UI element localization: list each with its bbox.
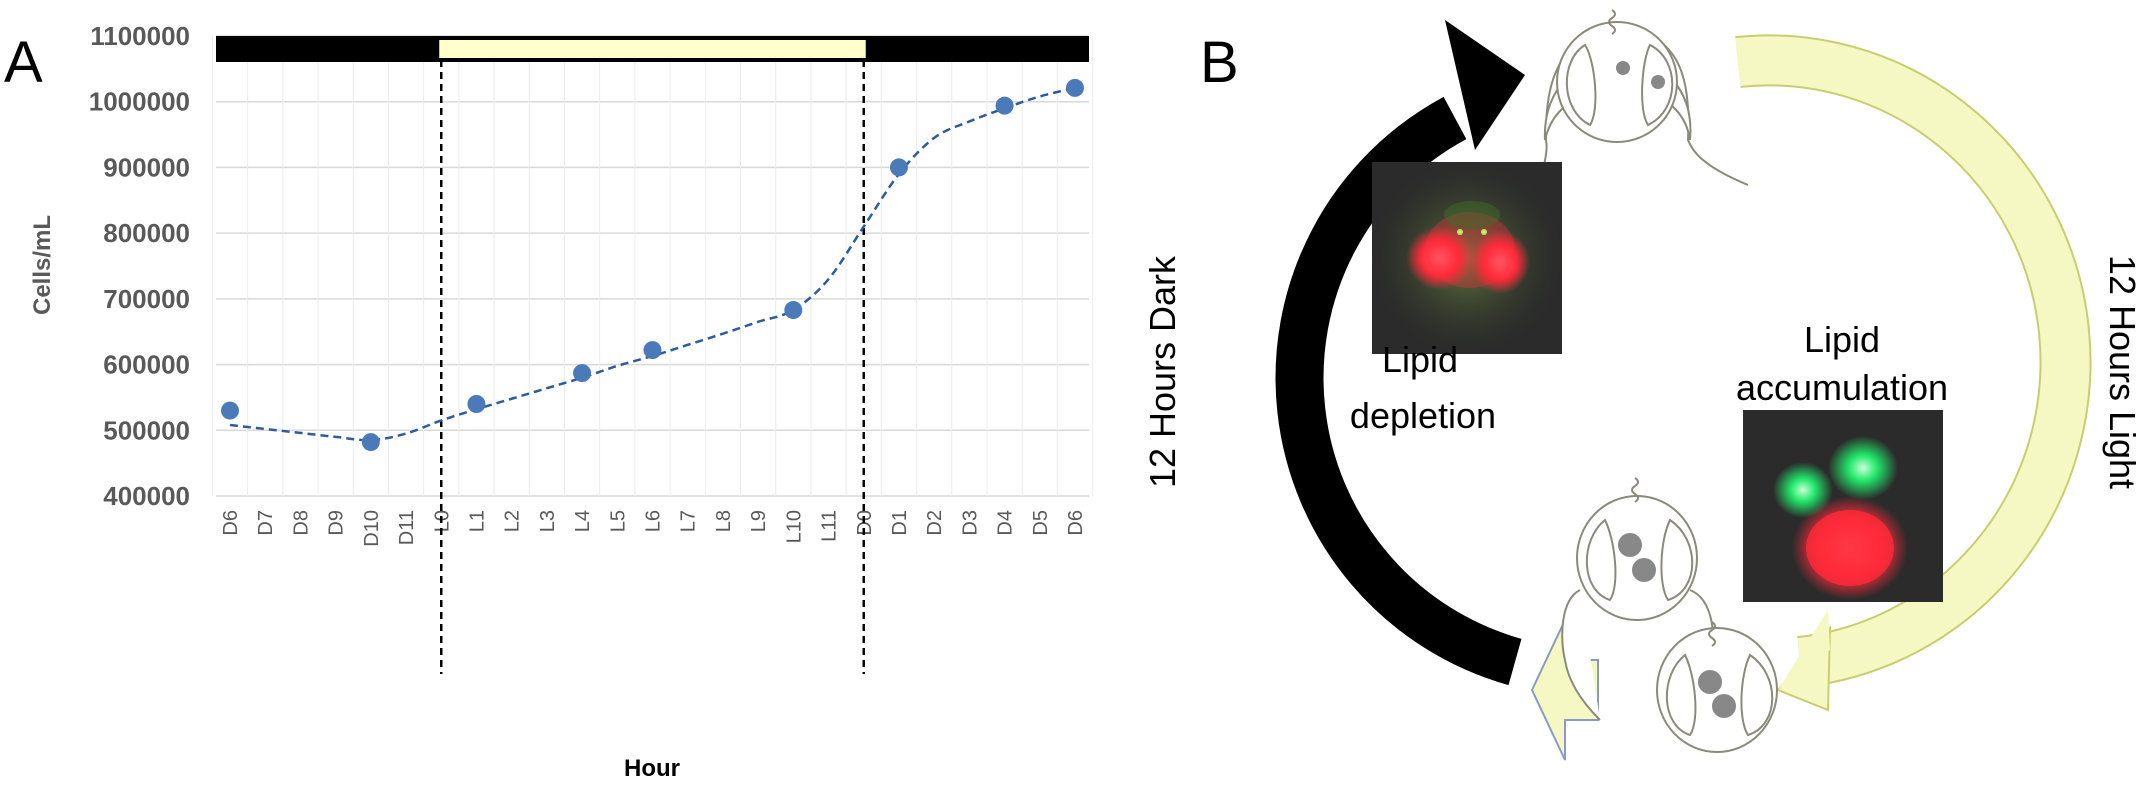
x-tick-label: L1: [466, 510, 488, 532]
depletion-label-line2: depletion: [1350, 395, 1496, 436]
trend-line: [229, 86, 1076, 442]
y-tick-labels: 400000 500000 600000 700000 800000 900000 1000…: [89, 21, 190, 511]
chart-grid: [211, 35, 1094, 497]
x-tick-labels: D6D7D8D9D10D11L0L1L2L3L4L5L6L7L8L9L10L11…: [220, 510, 1087, 547]
light-period-bar: [439, 40, 866, 58]
data-point: [573, 364, 592, 383]
x-tick-label: D6: [220, 510, 242, 536]
cell-icon: [1561, 477, 1715, 726]
panel-a: A 400000 500000 600000 700000 800000 900000 10…: [4, 21, 1094, 782]
y-tick-label: 400000: [103, 481, 190, 511]
light-arrow-icon: [1735, 34, 2092, 712]
x-tick-label: L2: [502, 510, 524, 532]
x-tick-label: D6: [1065, 510, 1087, 536]
x-tick-label: D11: [396, 510, 418, 545]
data-point: [1066, 78, 1084, 97]
accumulation-label-line1: Lipid: [1804, 319, 1880, 360]
fluorescence-micrograph: [1372, 162, 1562, 354]
x-tick-label: L7: [678, 510, 700, 532]
x-tick-label: L3: [537, 510, 559, 532]
cell-icon: [1656, 621, 1778, 753]
x-axis-title: Hour: [624, 755, 680, 782]
data-point: [784, 301, 803, 320]
y-tick-label: 500000: [103, 415, 190, 445]
accumulation-label-line2: accumulation: [1736, 367, 1948, 408]
dark-label: 12 Hours Dark: [1142, 255, 1183, 488]
x-tick-label: D8: [290, 510, 312, 536]
data-point: [889, 158, 908, 177]
phase-boundary-lines: [440, 60, 865, 674]
y-tick-label: 600000: [103, 350, 190, 380]
cell-icon: [1539, 9, 1749, 186]
data-point: [643, 341, 662, 360]
y-axis-title: Cells/mL: [29, 215, 56, 315]
y-tick-label: 900000: [103, 152, 190, 182]
x-tick-label: D7: [255, 510, 277, 536]
y-tick-label: 800000: [103, 218, 190, 248]
light-label: 12 Hours Light: [2102, 255, 2143, 489]
data-point: [995, 96, 1014, 115]
x-tick-label: D10: [361, 510, 383, 547]
x-tick-label: D5: [1030, 510, 1052, 536]
trend-line-path: [229, 86, 1076, 442]
y-tick-label: 1100000: [90, 21, 190, 51]
panel-a-letter: A: [4, 30, 43, 95]
panel-b-letter: B: [1200, 30, 1239, 95]
x-tick-label: D1: [889, 510, 911, 536]
depletion-label-line1: Lipid: [1382, 339, 1458, 380]
x-tick-label: L6: [643, 510, 665, 532]
x-tick-label: L10: [783, 510, 805, 543]
y-tick-label: 700000: [103, 284, 190, 314]
x-tick-label: L11: [819, 510, 841, 542]
data-points: [221, 78, 1084, 452]
data-point: [361, 433, 380, 452]
light-dark-bar: [216, 36, 1089, 62]
fluorescence-micrograph: [1743, 410, 1943, 602]
x-tick-label: D3: [959, 510, 981, 536]
dark-arrow-icon: [1275, 20, 1525, 686]
x-tick-label: L9: [748, 510, 770, 532]
x-tick-label: D2: [924, 510, 946, 536]
x-tick-label: D9: [326, 510, 348, 536]
x-tick-label: D4: [995, 510, 1017, 536]
data-point: [467, 395, 486, 413]
x-tick-label: L4: [572, 510, 594, 532]
data-point: [221, 401, 239, 420]
x-tick-label: L8: [713, 510, 735, 532]
panel-b: B 12 Hours Dark 12 Hours Light: [1142, 9, 2143, 761]
y-tick-label: 1000000: [89, 87, 190, 117]
x-tick-label: L5: [607, 510, 629, 532]
